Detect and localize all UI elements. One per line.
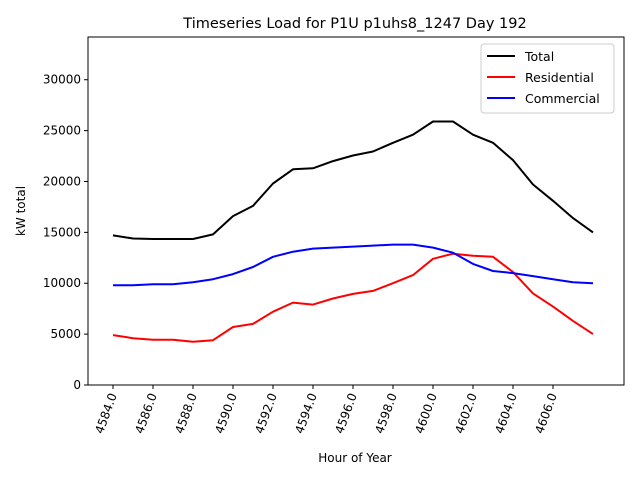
y-axis-label: kW total — [14, 186, 28, 236]
series-line-total — [112, 120, 594, 240]
y-tick-label: 30000 — [43, 73, 81, 87]
series-lines — [112, 120, 594, 343]
x-tick-label: 4598.0 — [372, 391, 400, 435]
legend: Total Residential Commercial — [480, 43, 615, 114]
y-tick-label: 0 — [73, 378, 81, 392]
x-tick-label: 4594.0 — [292, 391, 320, 435]
y-tick-label: 5000 — [50, 327, 81, 341]
x-axis-label: Hour of Year — [318, 451, 392, 465]
y-tick-label: 15000 — [43, 225, 81, 239]
x-tick-label: 4604.0 — [492, 391, 520, 435]
legend-label-residential: Residential — [525, 70, 594, 85]
series-line-commercial — [113, 243, 594, 287]
y-tick-label: 25000 — [43, 124, 81, 138]
x-tick-label: 4606.0 — [532, 391, 560, 435]
chart-title: Timeseries Load for P1U p1uhs8_1247 Day … — [182, 16, 526, 32]
series-line-residential — [112, 252, 594, 343]
x-axis: 4584.0 4586.0 4588.0 4590.0 4592.0 4594.0 4596… — [92, 385, 560, 435]
legend-label-commercial: Commercial — [525, 91, 600, 106]
plot-area-frame — [87, 36, 625, 386]
x-tick-label: 4586.0 — [132, 391, 160, 435]
legend-box — [480, 43, 615, 114]
y-tick-label: 10000 — [43, 276, 81, 290]
legend-label-total: Total — [524, 49, 554, 64]
x-tick-label: 4590.0 — [212, 391, 240, 435]
x-tick-label: 4600.0 — [412, 391, 440, 435]
x-tick-label: 4602.0 — [452, 391, 480, 435]
x-tick-label: 4584.0 — [92, 391, 120, 435]
y-tick-label: 20000 — [43, 174, 81, 188]
x-tick-label: 4596.0 — [332, 391, 360, 435]
y-axis: 0 5000 10000 15000 20000 25000 30000 — [43, 73, 88, 392]
x-tick-label: 4588.0 — [172, 391, 200, 435]
x-tick-label: 4592.0 — [252, 391, 280, 435]
